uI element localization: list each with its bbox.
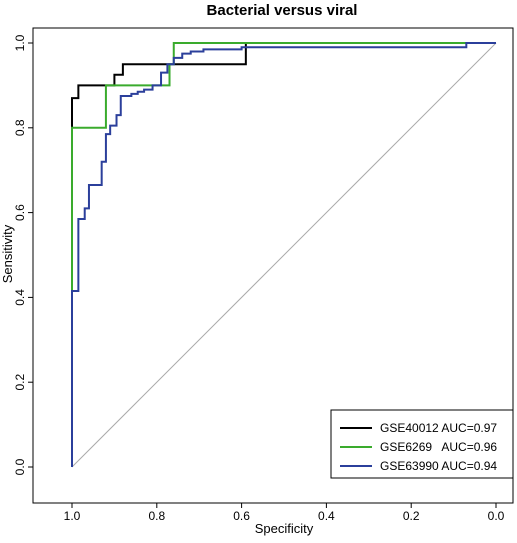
series-layer: [71, 42, 496, 467]
x-tick-label: 0.8: [148, 509, 165, 523]
plot-frame: [32, 27, 514, 504]
legend-label-gse40012: GSE40012 AUC=0.97: [380, 421, 497, 435]
y-tick-label: 0.2: [13, 374, 27, 391]
x-tick-label: 0.4: [318, 509, 335, 523]
axis-layer: 1.0 0.8 0.6 0.4 0.2 0.0 0.0 0.2 0.4 0.6 0.8 1.0: [13, 34, 505, 523]
legend: GSE40012 AUC=0.97 GSE6269 AUC=0.96 GSE6399…: [330, 409, 514, 479]
y-axis-label: Sensitivity: [0, 224, 15, 283]
x-tick-label: 0.2: [403, 509, 420, 523]
x-tick-label: 1.0: [64, 509, 81, 523]
y-tick-label: 1.0: [13, 34, 27, 51]
chart-title: Bacterial versus viral: [207, 2, 358, 19]
legend-label-gse63990: GSE63990 AUC=0.94: [380, 459, 497, 473]
reference-diagonal-layer: [71, 42, 497, 468]
y-tick-label: 0.0: [13, 458, 27, 475]
x-tick-label: 0.0: [488, 509, 505, 523]
series-line-gse40012: [71, 42, 496, 467]
reference-diagonal-line: [71, 42, 497, 468]
x-axis-label: Specificity: [255, 521, 314, 536]
y-tick-label: 0.4: [13, 289, 27, 306]
y-tick-label: 0.6: [13, 204, 27, 221]
x-tick-label: 0.6: [233, 509, 250, 523]
series-line-gse63990: [71, 42, 496, 467]
legend-label-gse6269: GSE6269 AUC=0.96: [380, 440, 497, 454]
y-tick-label: 0.8: [13, 119, 27, 136]
series-line-gse6269: [71, 42, 496, 467]
